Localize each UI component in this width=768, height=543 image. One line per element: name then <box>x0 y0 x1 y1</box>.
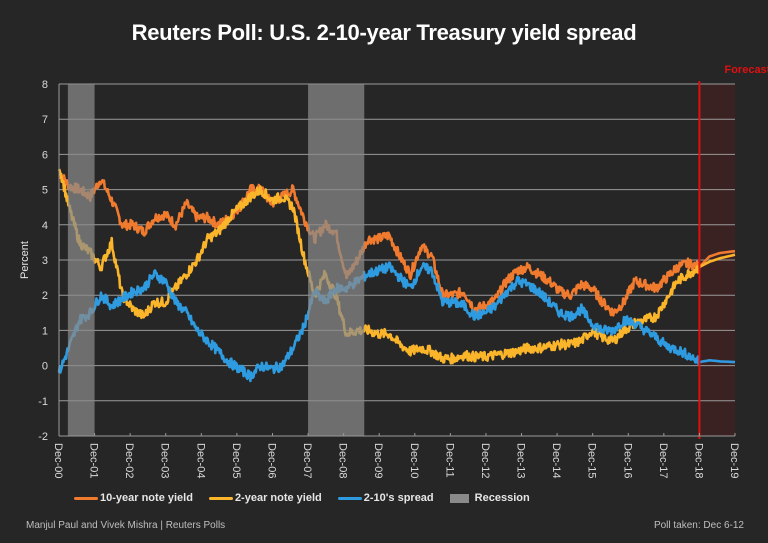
recession-band <box>308 84 365 436</box>
x-tick-label: Dec-05 <box>230 443 242 478</box>
x-tick-label: Dec-04 <box>194 443 206 478</box>
y-tick-label: 8 <box>42 79 48 91</box>
legend-label-2-year: 2-year note yield <box>234 492 322 504</box>
y-tick-label: 7 <box>42 114 48 126</box>
x-tick-label: Dec-09 <box>372 443 384 478</box>
x-tick-label: Dec-18 <box>692 443 704 478</box>
legend-label-recession: Recession <box>474 492 530 504</box>
legend-label-spread: 2-10's spread <box>363 492 434 504</box>
x-tick-label: Dec-10 <box>408 443 420 478</box>
chart-title: Reuters Poll: U.S. 2-10-year Treasury yi… <box>131 20 637 45</box>
y-tick-label: -2 <box>38 431 48 443</box>
credit-text: Manjul Paul and Vivek Mishra | Reuters P… <box>26 520 226 531</box>
x-tick-label: Dec-00 <box>52 443 64 478</box>
legend-swatch-2-year <box>208 496 233 500</box>
x-tick-label: Dec-14 <box>550 443 562 478</box>
x-tick-label: Dec-06 <box>265 443 277 478</box>
y-tick-label: 1 <box>42 325 48 337</box>
y-tick-label: -1 <box>38 396 48 408</box>
legend-item-recession: Recession <box>449 492 530 504</box>
poll-date-text: Poll taken: Dec 6-12 <box>653 520 744 531</box>
y-tick-label: 5 <box>42 185 48 197</box>
x-tick-label: Dec-17 <box>657 443 669 478</box>
x-tick-label: Dec-07 <box>301 443 313 478</box>
y-tick-label: 3 <box>42 255 48 267</box>
legend-swatch-10-year <box>74 496 98 500</box>
recession-band <box>67 84 95 436</box>
x-tick-label: Dec-12 <box>479 443 491 478</box>
legend-label-10-year: 10-year note yield <box>100 492 193 504</box>
series-spread <box>57 261 736 383</box>
y-axis-label: Percent <box>19 241 31 279</box>
series-2-year <box>57 168 736 365</box>
y-tick-label: 4 <box>42 220 48 232</box>
y-tick-label: 0 <box>42 361 48 373</box>
legend-item-2-year: 2-year note yield <box>208 492 322 504</box>
x-tick-label: Dec-01 <box>88 443 100 478</box>
legend-item-spread: 2-10's spread <box>337 492 434 504</box>
series-10-year <box>58 170 736 317</box>
x-tick-label: Dec-02 <box>123 443 135 478</box>
forecast-label: Forecast <box>724 64 768 76</box>
legend-item-10-year: 10-year note yield <box>74 492 193 504</box>
legend: 10-year note yield 2-year note yield 2-1… <box>74 492 546 504</box>
x-tick-label: Dec-11 <box>443 443 455 478</box>
x-tick-label: Dec-15 <box>586 443 598 478</box>
legend-swatch-spread <box>337 496 362 500</box>
legend-swatch-recession <box>449 493 469 503</box>
y-tick-label: 2 <box>42 290 48 302</box>
x-tick-label: Dec-19 <box>728 443 740 478</box>
x-tick-label: Dec-13 <box>515 443 527 478</box>
x-tick-label: Dec-03 <box>159 443 171 478</box>
x-tick-label: Dec-16 <box>621 443 633 478</box>
x-tick-label: Dec-08 <box>337 443 349 478</box>
y-tick-label: 6 <box>42 149 48 161</box>
